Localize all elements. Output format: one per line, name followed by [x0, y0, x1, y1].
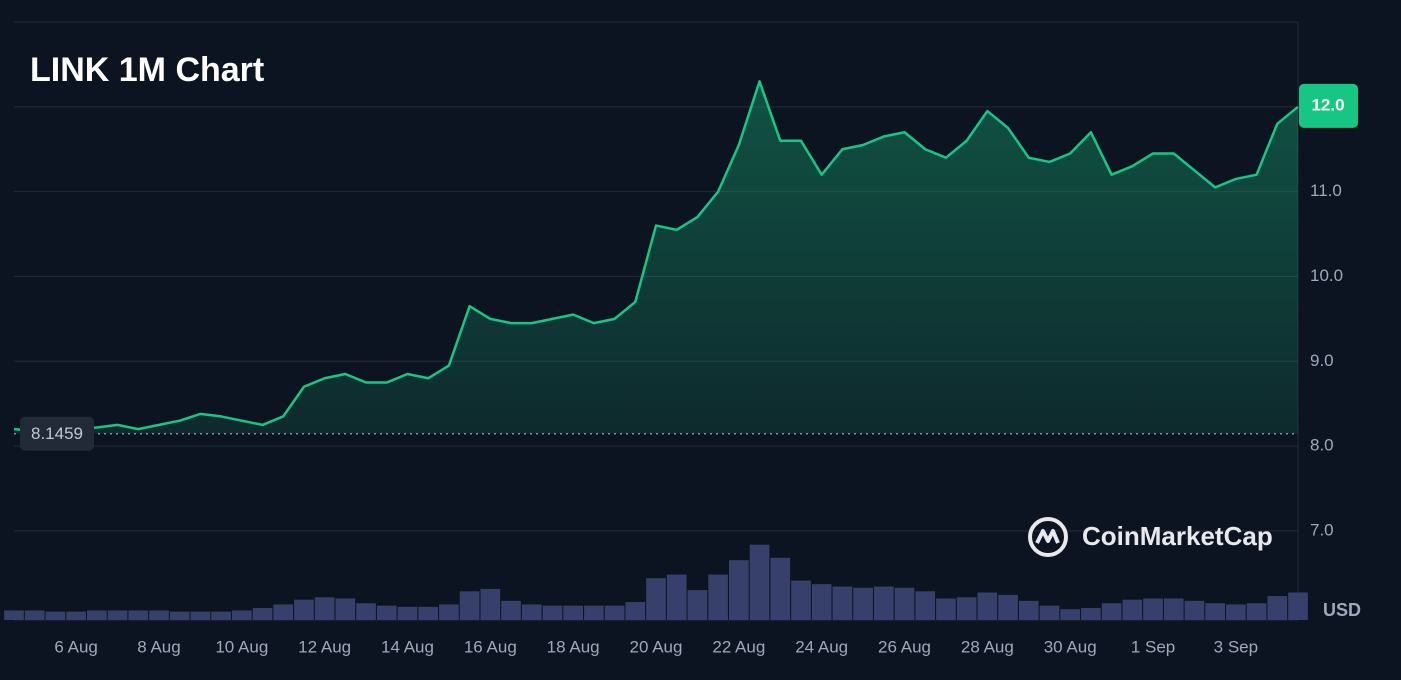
x-tick-label: 14 Aug — [381, 637, 434, 656]
volume-bar — [873, 586, 894, 620]
volume-bar — [501, 600, 521, 620]
volume-bar — [1288, 592, 1308, 620]
x-tick-label: 3 Sep — [1214, 637, 1258, 656]
volume-bar — [356, 603, 376, 620]
volume-bar — [87, 610, 107, 620]
volume-bar — [894, 587, 915, 620]
volume-bar — [1184, 600, 1205, 620]
volume-bar — [604, 605, 625, 620]
volume-bar — [521, 604, 542, 620]
volume-bar — [977, 592, 998, 620]
volume-bar — [1246, 603, 1267, 620]
x-tick-label: 10 Aug — [215, 637, 268, 656]
x-tick-label: 12 Aug — [298, 637, 351, 656]
volume-bar — [646, 578, 666, 620]
price-line — [13, 80, 1299, 434]
volume-bar — [418, 606, 439, 620]
volume-bar — [1101, 603, 1122, 620]
y-tick-label: 11.0 — [1310, 181, 1342, 200]
volume-bar — [687, 590, 708, 620]
volume-bar — [563, 605, 583, 620]
volume-bar — [45, 611, 66, 620]
volume-bar — [749, 544, 770, 620]
volume-bar — [459, 591, 480, 620]
volume-bar — [584, 605, 604, 620]
x-tick-label: 24 Aug — [795, 637, 848, 656]
volume-bar — [66, 611, 86, 620]
volume-bar — [1060, 609, 1081, 620]
x-tick-label: 6 Aug — [54, 637, 98, 656]
volume-bar — [791, 580, 811, 620]
last-price-label: 12.0 — [1311, 95, 1344, 114]
volume-bar — [1205, 603, 1225, 620]
volume-bar — [625, 602, 646, 620]
volume-bar — [128, 610, 149, 620]
volume-bar — [314, 597, 335, 620]
volume-bar — [190, 611, 211, 620]
x-tick-label: 28 Aug — [961, 637, 1014, 656]
volume-bar — [211, 611, 231, 620]
x-tick-label: 18 Aug — [547, 637, 600, 656]
volume-bar — [252, 608, 273, 620]
volume-bar — [397, 606, 418, 620]
watermark: CoinMarketCap — [1082, 521, 1273, 551]
volume-bar — [1143, 598, 1163, 620]
volume-bar — [1081, 608, 1101, 620]
volume-bar — [149, 610, 169, 620]
x-tick-label: 30 Aug — [1044, 637, 1097, 656]
volume-bar — [832, 586, 853, 620]
x-tick-label: 8 Aug — [137, 637, 181, 656]
volume-bar — [998, 594, 1018, 620]
volume-bar — [376, 605, 397, 620]
x-tick-label: 22 Aug — [712, 637, 765, 656]
volume-bar — [24, 610, 45, 620]
volume-bar — [915, 591, 936, 620]
volume-bar — [439, 604, 459, 620]
volume-bar — [1267, 596, 1288, 620]
volume-bar — [480, 588, 501, 620]
volume-bar — [294, 599, 314, 620]
volume-bar — [956, 597, 977, 620]
volume-bar — [1122, 599, 1143, 620]
x-tick-label: 16 Aug — [464, 637, 517, 656]
volume-bar — [1039, 605, 1060, 620]
volume-bar — [231, 610, 252, 620]
volume-bar — [770, 557, 791, 620]
y-tick-label: 10.0 — [1310, 266, 1343, 285]
volume-bar — [542, 605, 563, 620]
plot: 7.0 8.0 9.0 10.0 11.0 12.0 6 Aug 8 Aug 10 Aug 12 … — [4, 80, 1358, 656]
volume-bar — [811, 584, 832, 620]
x-tick-label: 1 Sep — [1131, 637, 1175, 656]
volume-bar — [169, 611, 190, 620]
reference-label: 8.1459 — [31, 424, 83, 443]
volume-bar — [335, 598, 356, 620]
volume-bar — [1163, 598, 1184, 620]
volume-bar — [273, 604, 294, 620]
volume-bar — [1018, 600, 1039, 620]
reference-badge — [20, 416, 94, 451]
volume-bar — [107, 610, 128, 620]
chart-title: LINK 1M Chart — [30, 51, 264, 89]
y-tick-label: 8.0 — [1310, 436, 1334, 455]
volume-bar — [1226, 604, 1246, 620]
last-price-badge — [1299, 83, 1358, 128]
volume-bar — [853, 587, 873, 620]
unit-label: USD — [1323, 600, 1361, 620]
volume-bar — [936, 598, 956, 620]
volume-bar — [708, 574, 728, 620]
volume-bar — [4, 610, 24, 620]
volume-bar — [729, 560, 749, 620]
volume-bar — [666, 574, 687, 620]
y-tick-label: 7.0 — [1310, 520, 1334, 539]
y-tick-label: 9.0 — [1310, 351, 1334, 370]
logo — [1028, 517, 1068, 557]
price-area — [14, 81, 1298, 434]
x-tick-label: 26 Aug — [878, 637, 931, 656]
x-tick-label: 20 Aug — [630, 637, 683, 656]
